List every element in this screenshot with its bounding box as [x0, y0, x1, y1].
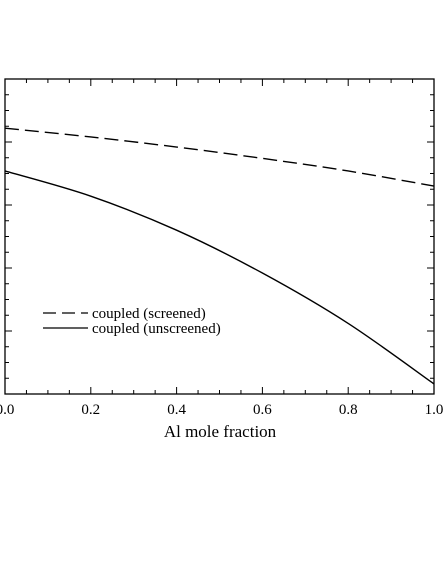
legend: coupled (screened) coupled (unscreened): [43, 306, 221, 337]
x-tick-label: 0.0: [0, 402, 14, 418]
plot-border: [4, 78, 435, 395]
legend-label-unscreened: coupled (unscreened): [92, 321, 221, 337]
x-tick-label: 0.6: [253, 402, 272, 418]
series-line-screened: [4, 127, 435, 187]
x-axis-label: Al mole fraction: [164, 422, 277, 441]
x-tick-label: 0.8: [339, 402, 358, 418]
x-tick-label: 1.0: [425, 402, 443, 418]
plot-frame: [4, 78, 435, 395]
axis-ticks: [4, 78, 435, 395]
legend-label-screened: coupled (screened): [92, 306, 206, 322]
series-lines: [4, 127, 435, 385]
x-tick-labels: 0.0 0.2 0.4 0.6 0.8 1.0: [0, 402, 443, 418]
x-tick-label: 0.2: [81, 402, 100, 418]
series-line-unscreened: [4, 170, 435, 385]
x-tick-label: 0.4: [167, 402, 186, 418]
